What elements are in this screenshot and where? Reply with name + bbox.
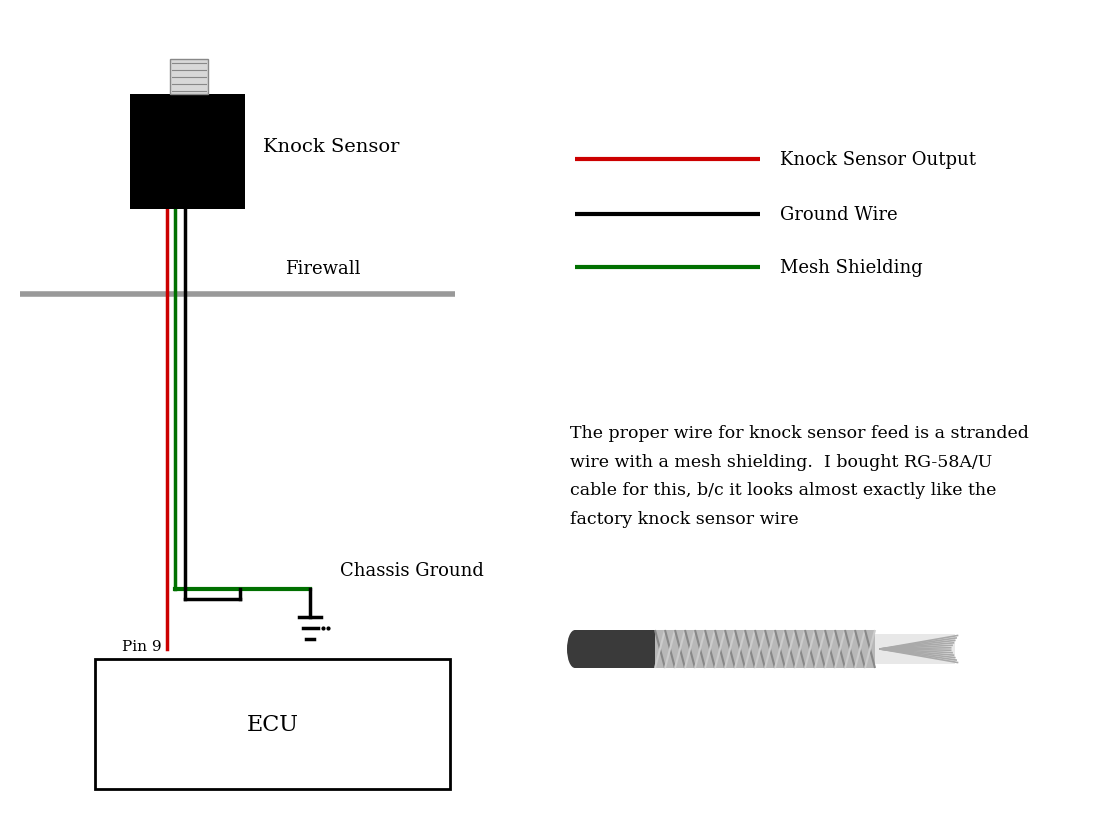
Bar	[130, 95, 245, 210]
Text: Mesh Shielding: Mesh Shielding	[780, 259, 923, 277]
Bar	[655, 631, 875, 668]
Bar	[95, 659, 450, 789]
Text: The proper wire for knock sensor feed is a stranded
wire with a mesh shielding. : The proper wire for knock sensor feed is…	[570, 424, 1029, 527]
Bar	[875, 634, 955, 664]
Text: Ground Wire: Ground Wire	[780, 206, 897, 224]
Text: Chassis Ground: Chassis Ground	[340, 561, 484, 579]
Text: Knock Sensor Output: Knock Sensor Output	[780, 151, 976, 169]
Bar	[575, 631, 655, 668]
Bar	[655, 631, 875, 668]
Text: Knock Sensor: Knock Sensor	[263, 138, 400, 156]
Text: Firewall: Firewall	[284, 260, 361, 278]
Bar	[170, 60, 208, 95]
Text: ECU: ECU	[246, 713, 299, 735]
Text: Pin 9: Pin 9	[122, 639, 162, 654]
Ellipse shape	[567, 631, 584, 668]
